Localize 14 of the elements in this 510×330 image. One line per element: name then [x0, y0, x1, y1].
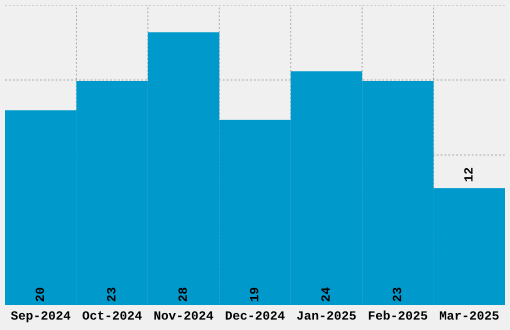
x-tick-label: Dec-2024: [226, 311, 285, 320]
data-label: 19: [250, 288, 258, 302]
data-label: 23: [107, 288, 116, 302]
data-label: 12: [464, 168, 473, 182]
x-tick-label: Sep-2024: [10, 311, 70, 322]
x-tick-label: Oct-2024: [82, 311, 142, 320]
x-tick-label: Mar-2025: [440, 311, 499, 320]
x-tick-label: Feb-2025: [368, 310, 428, 320]
x-tick-label: Jan-2025: [297, 311, 356, 320]
x-tick-label: Nov-2024: [154, 311, 214, 320]
data-label: 23: [392, 288, 402, 302]
data-label: 24: [321, 287, 330, 302]
data-label: 28: [178, 288, 187, 302]
data-label: 20: [36, 288, 44, 302]
